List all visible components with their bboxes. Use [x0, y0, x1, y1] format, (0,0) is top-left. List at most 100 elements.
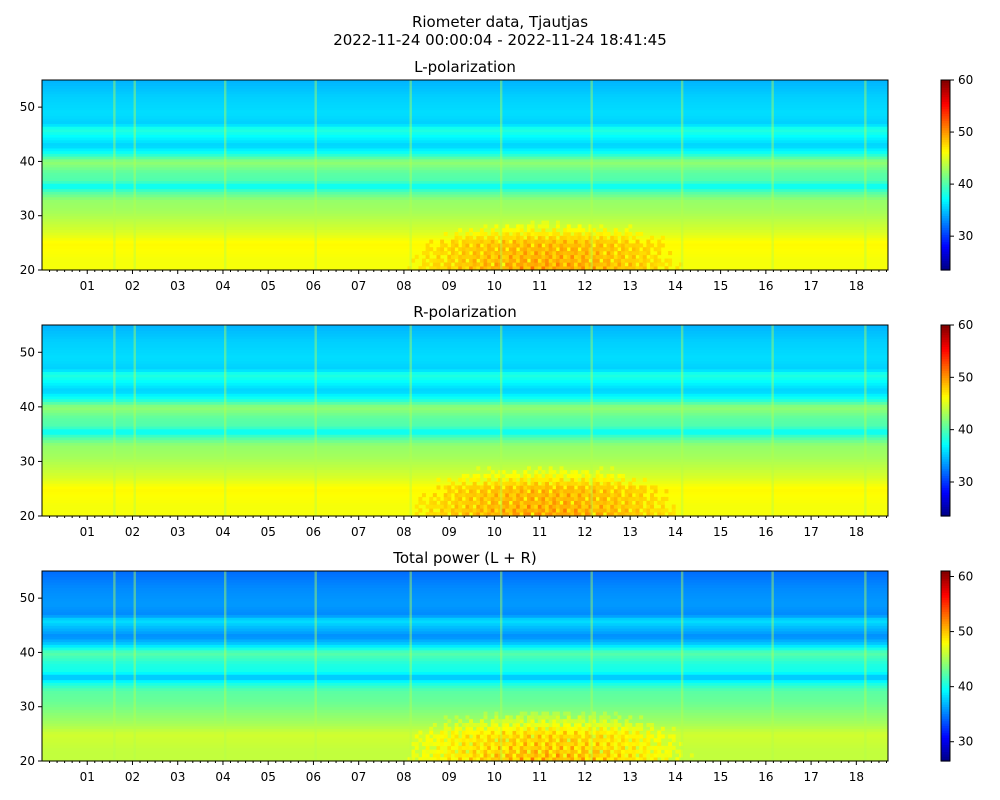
heatmap-cell — [476, 493, 481, 498]
heatmap-cell — [454, 239, 459, 244]
heatmap-cell — [588, 251, 593, 256]
heatmap-cell — [443, 500, 448, 505]
heatmap-cell — [602, 726, 607, 731]
heatmap-cell — [566, 730, 571, 735]
heatmap-band — [42, 698, 888, 702]
heatmap-cell — [494, 254, 499, 259]
heatmap-cell — [602, 496, 607, 502]
colorbar-segment — [941, 420, 950, 424]
heatmap-cell — [574, 239, 578, 244]
heatmap-cell — [617, 715, 622, 720]
colorbar-segment — [941, 661, 950, 665]
heatmap-cell — [487, 504, 492, 509]
heatmap-cell — [498, 745, 502, 750]
heatmap-cell — [584, 738, 589, 743]
heatmap-cell — [602, 235, 607, 240]
heatmap-band — [42, 717, 888, 721]
heatmap-cell — [642, 749, 647, 754]
heatmap-cell — [519, 749, 524, 754]
heatmap-cell — [541, 719, 546, 724]
heatmap-cell — [621, 485, 625, 490]
colorbar-segment — [941, 186, 950, 190]
heatmap-cell — [541, 726, 546, 731]
heatmap-cell — [552, 512, 557, 517]
heatmap-cell — [469, 254, 473, 259]
colorbar-segment — [941, 739, 950, 743]
heatmap-cell — [624, 493, 629, 498]
heatmap-cell — [646, 500, 651, 505]
heatmap-cell — [519, 489, 524, 494]
heatmap-cell — [581, 734, 586, 739]
heatmap-cell — [469, 508, 473, 513]
heatmap-band — [42, 701, 888, 705]
heatmap-cell — [461, 730, 466, 735]
colorbar-segment — [941, 677, 950, 681]
heatmap-cell — [545, 220, 549, 225]
heatmap-cell — [581, 742, 586, 747]
heatmap-band — [42, 199, 888, 203]
heatmap-cell — [454, 496, 459, 502]
colorbar-segment — [941, 670, 950, 674]
heatmap-cell — [487, 485, 492, 490]
time-spike — [314, 571, 317, 761]
heatmap-cell — [631, 726, 636, 731]
heatmap-cell — [624, 749, 629, 754]
heatmap-cell — [584, 500, 589, 505]
heatmap-cell — [552, 500, 557, 505]
colorbar-segment — [941, 341, 950, 345]
heatmap-cell — [574, 742, 578, 747]
heatmap-cell — [566, 493, 571, 498]
colorbar-segment — [941, 356, 950, 360]
heatmap-cell — [490, 239, 495, 244]
heatmap-cell — [577, 508, 582, 513]
heatmap-cell — [526, 757, 531, 762]
heatmap-cell — [628, 500, 633, 505]
heatmap-cell — [602, 504, 607, 509]
heatmap-cell — [631, 235, 636, 240]
heatmap-cell — [639, 723, 644, 728]
heatmap-cell — [613, 753, 618, 758]
heatmap-band — [42, 401, 888, 405]
heatmap-cell — [479, 745, 484, 750]
heatmap-cell — [526, 749, 531, 754]
heatmap-cell — [664, 266, 669, 271]
heatmap-cell — [548, 512, 553, 517]
colorbar-segment — [941, 511, 950, 515]
heatmap-cell — [534, 745, 539, 750]
heatmap-cell — [450, 481, 455, 486]
heatmap-cell — [584, 239, 589, 244]
x-tick-label: 09 — [442, 525, 457, 539]
heatmap-cell — [465, 493, 470, 498]
x-tick-label: 08 — [396, 279, 411, 293]
colorbar-segment — [941, 113, 950, 117]
heatmap-cell — [592, 753, 597, 758]
heatmap-cell — [490, 258, 495, 263]
heatmap-cell — [534, 489, 539, 494]
heatmap-cell — [581, 719, 586, 724]
heatmap-cell — [617, 266, 622, 271]
heatmap-cell — [657, 247, 662, 252]
heatmap-cell — [639, 734, 644, 739]
heatmap-cell — [418, 738, 423, 743]
heatmap-cell — [566, 719, 571, 724]
colorbar-segment — [941, 439, 950, 443]
heatmap-cell — [631, 485, 636, 490]
heatmap-cell — [483, 239, 488, 244]
heatmap-cell — [584, 235, 589, 240]
colorbar-tick-label: 40 — [958, 680, 973, 694]
heatmap-cell — [548, 496, 553, 502]
heatmap-cell — [443, 745, 448, 750]
heatmap-band — [42, 668, 888, 673]
colorbar-segment — [941, 753, 950, 757]
heatmap-cell — [566, 243, 571, 248]
heatmap-cell — [454, 232, 459, 237]
heatmap-band — [42, 169, 888, 173]
heatmap-cell — [566, 251, 571, 256]
colorbar-segment — [941, 329, 950, 333]
heatmap-cell — [487, 235, 492, 240]
heatmap-cell — [548, 243, 553, 248]
heatmap-cell — [458, 726, 463, 731]
heatmap-cell — [461, 734, 466, 739]
colorbar-segment — [941, 649, 950, 653]
